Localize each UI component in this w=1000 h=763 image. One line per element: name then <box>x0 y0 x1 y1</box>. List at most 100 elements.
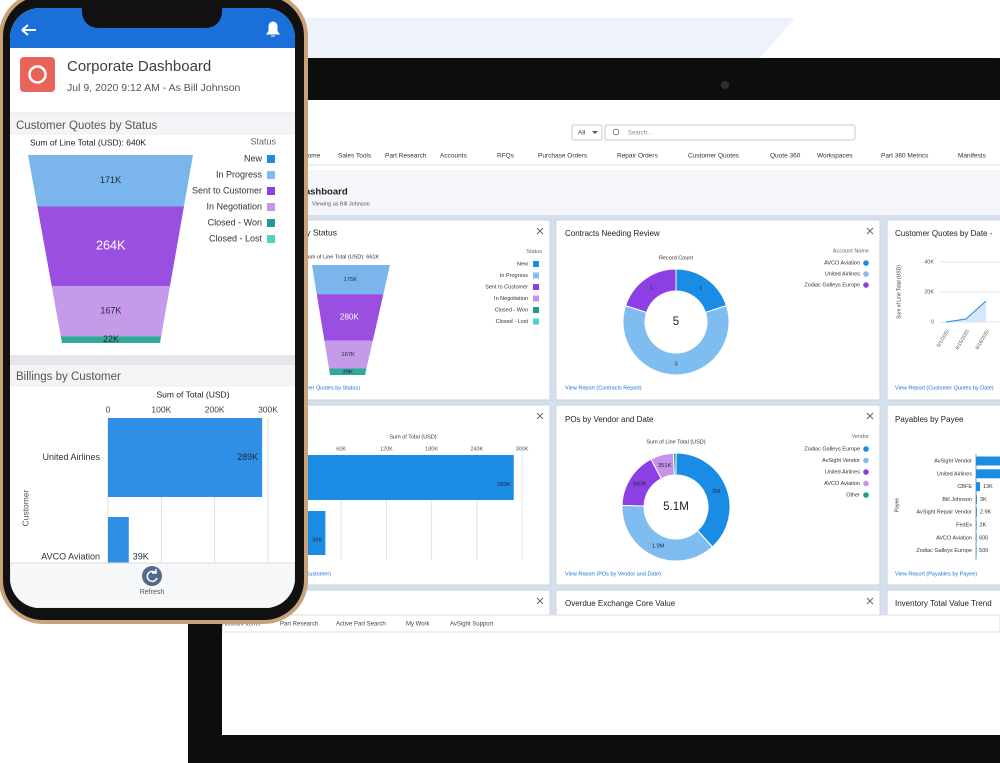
x-tick-label: 300K <box>516 446 529 452</box>
dashboard-icon-ring <box>28 65 47 84</box>
y-tick-label: AvSight Vendor <box>934 458 972 464</box>
footer-bar <box>222 614 1000 633</box>
laptop-screen: All Search... Home Sales Tools Part Research… <box>222 100 1000 735</box>
dashboard-band <box>222 170 1000 215</box>
section-title: Customer Quotes by Status <box>16 120 158 132</box>
search-icon <box>612 128 620 136</box>
funnel-segment <box>51 286 170 337</box>
nav-item: Manifests <box>958 153 987 160</box>
x-tick-label: 200K <box>205 404 225 414</box>
legend-title: Vendor <box>852 434 870 440</box>
legend-swatch <box>533 284 539 290</box>
bar-label: 500 <box>979 548 988 554</box>
chart-total: Sum of Line Total (USD): 640K <box>30 137 146 147</box>
funnel-label: 280K <box>340 313 360 322</box>
expand-icon <box>866 597 874 605</box>
legend-swatch <box>863 446 869 452</box>
legend-swatch <box>533 261 539 267</box>
search-input <box>604 124 856 141</box>
funnel-segment <box>316 294 384 341</box>
page-title: Corporate Dashboard <box>67 58 211 75</box>
panel-title: Inventory Total Value Trend <box>895 599 992 608</box>
nav-item: Repair Orders <box>617 153 659 160</box>
legend-swatch <box>533 318 539 325</box>
donut-total: 5.1M <box>663 500 689 513</box>
nav-item: Part Research <box>385 153 427 160</box>
nav-item: Accounts <box>440 153 467 160</box>
search-scope-label: All <box>578 130 586 137</box>
back-icon <box>21 24 36 36</box>
refresh-button[interactable] <box>142 566 162 586</box>
legend-swatch <box>863 469 869 475</box>
view-report-link: View Report (Customer Quotes by Status) <box>257 385 360 391</box>
legend-title: Account Name <box>833 248 869 254</box>
x-tick-label: 120K <box>380 446 393 452</box>
legend-label: AVCO Aviation <box>824 260 860 266</box>
bar <box>976 494 977 504</box>
funnel-label: 22K <box>103 334 119 344</box>
line <box>945 300 987 323</box>
footer-nav-item: Active Part Search <box>336 622 386 628</box>
expand-icon <box>866 412 874 420</box>
section-title: Billings by Customer <box>16 371 121 383</box>
funnel-label: 167K <box>100 306 121 316</box>
funnel-label: 167K <box>341 352 355 358</box>
donut-label: 351K <box>658 463 672 469</box>
bar-label: 289K <box>497 482 511 488</box>
funnel-segment <box>312 265 390 295</box>
funnel-segment <box>28 155 193 207</box>
legend-swatch <box>863 282 869 288</box>
legend-label: Closed - Won <box>495 307 528 313</box>
view-report-link: View Report (POs by Vendor and Date) <box>565 571 661 577</box>
x-tick-label: 180K <box>425 446 438 452</box>
y-tick-label: Bill Johnson <box>942 497 972 503</box>
panel <box>886 404 1000 586</box>
panel-title: Customer Quotes by Date - <box>895 229 993 238</box>
header <box>10 48 295 112</box>
panel-title: Overdue Exchange Core Value <box>565 599 676 608</box>
legend-label: New <box>517 261 528 267</box>
legend-label: Closed - Lost <box>496 319 529 325</box>
y-tick-label: 0 <box>931 319 934 325</box>
funnel-segment <box>37 206 184 287</box>
bar <box>108 517 129 567</box>
legend-label: Sent to Customer <box>192 185 262 195</box>
funnel-label: 39K <box>342 369 352 375</box>
bar-label: 600 <box>979 535 988 541</box>
panel <box>555 589 881 616</box>
funnel-label: 171K <box>100 175 121 185</box>
y-tick-label: AVCO Aviation <box>936 535 972 541</box>
measure-label: Record Count <box>659 255 693 261</box>
legend-label: Zodiac Galleys Europe <box>804 282 860 288</box>
nav-item: Customer Quotes <box>688 153 740 160</box>
bar-label: 39K <box>133 551 149 561</box>
legend-swatch <box>267 203 275 211</box>
phone-screen: Corporate Dashboard Jul 9, 2020 9:12 AM -… <box>10 8 295 608</box>
legend-title: Status <box>526 249 542 255</box>
bar <box>976 469 1000 479</box>
legend-label: New <box>244 153 263 163</box>
bar <box>976 482 980 492</box>
bar-label: 289K <box>237 452 258 462</box>
y-tick-label: FedEx <box>956 522 972 528</box>
x-tick-label: 240K <box>470 446 483 452</box>
y-tick-label: Zodiac Galleys Europe <box>916 548 972 554</box>
x-tick-label: 0 <box>106 404 111 414</box>
legend-title: Status <box>250 136 276 146</box>
dashboard-icon <box>20 57 55 92</box>
bar <box>976 546 977 556</box>
y-axis-title: Sum of Line Total (USD) <box>896 265 902 319</box>
bar-label: 39K <box>312 538 322 544</box>
view-report-link: View Report (Contracts Report) <box>565 385 642 391</box>
panel-title: Contracts Needing Review <box>565 229 660 238</box>
y-tick-label: United Airlines <box>937 471 972 477</box>
donut-total: 5 <box>673 315 679 328</box>
nav-item: Part 360 Metrics <box>881 153 929 160</box>
bell-icon <box>266 21 280 37</box>
x-tick-label: 100K <box>151 404 171 414</box>
bar <box>976 456 1000 466</box>
donut-label: 2M <box>712 489 720 495</box>
legend-swatch <box>267 235 275 243</box>
